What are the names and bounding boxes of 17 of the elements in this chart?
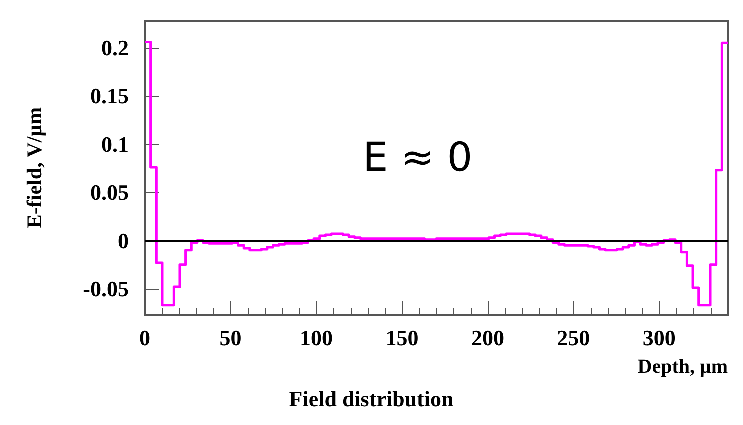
x-axis-title: Depth, μm [638, 356, 728, 378]
y-tick-label: 0.05 [90, 180, 129, 206]
x-tick-label: 50 [220, 326, 242, 350]
y-tick-label: 0.1 [102, 132, 129, 157]
y-axis-title: E-field, V/μm [22, 106, 46, 229]
text: Field distribution [289, 386, 454, 412]
x-tick-label: 250 [557, 326, 590, 350]
x-tick-label: 150 [386, 326, 419, 350]
y-tick-label: 0.2 [102, 35, 129, 60]
annotation: E ≈ 0 [363, 135, 473, 181]
x-tick-label: 100 [300, 326, 333, 350]
x-tick-label: 200 [471, 326, 504, 350]
x-tick-label: 300 [642, 326, 676, 350]
y-tick-label: 0 [118, 228, 129, 254]
y-tick-label: -0.05 [83, 276, 129, 302]
x-tick-label: 0 [140, 326, 150, 350]
y-tick-label: 0.15 [90, 84, 129, 109]
